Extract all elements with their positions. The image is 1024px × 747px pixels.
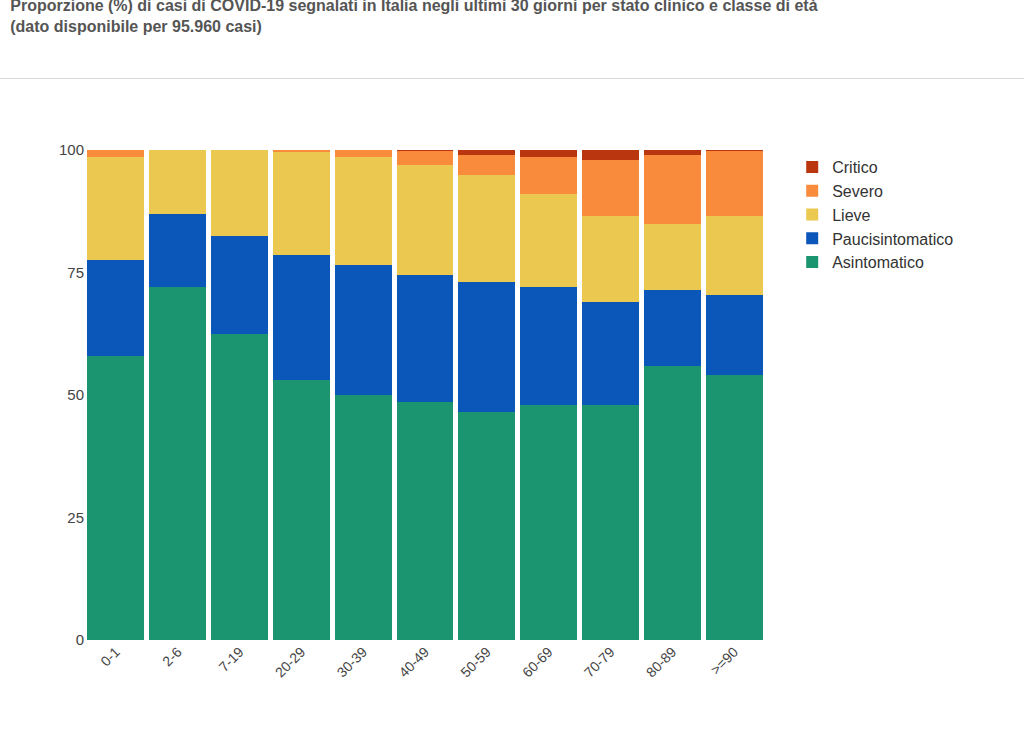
svg-text:100: 100: [59, 141, 84, 158]
svg-text:50-59: 50-59: [457, 644, 494, 681]
svg-text:Asintomatico: Asintomatico: [832, 254, 924, 271]
svg-text:60-69: 60-69: [519, 644, 556, 681]
svg-text:Critico: Critico: [832, 159, 877, 176]
svg-text:40-49: 40-49: [395, 644, 432, 681]
svg-text:25: 25: [67, 509, 84, 526]
svg-text:50: 50: [67, 386, 84, 403]
svg-text:20-29: 20-29: [272, 644, 309, 681]
svg-text:Proporzione (%) di casi di COV: Proporzione (%) di casi di COVID-19 segn…: [10, 0, 817, 35]
svg-text:80-89: 80-89: [643, 644, 680, 681]
svg-text:30-39: 30-39: [334, 644, 371, 681]
svg-text:0: 0: [76, 631, 84, 648]
svg-text:0-1: 0-1: [97, 644, 123, 670]
svg-text:Lieve: Lieve: [832, 207, 870, 224]
svg-text:70-79: 70-79: [581, 644, 618, 681]
svg-text:7-19: 7-19: [215, 644, 246, 675]
svg-text:>=90: >=90: [707, 644, 741, 678]
svg-text:Paucisintomatico: Paucisintomatico: [832, 231, 953, 248]
svg-text:2-6: 2-6: [159, 644, 185, 670]
svg-text:Severo: Severo: [832, 183, 883, 200]
svg-text:75: 75: [67, 264, 84, 281]
